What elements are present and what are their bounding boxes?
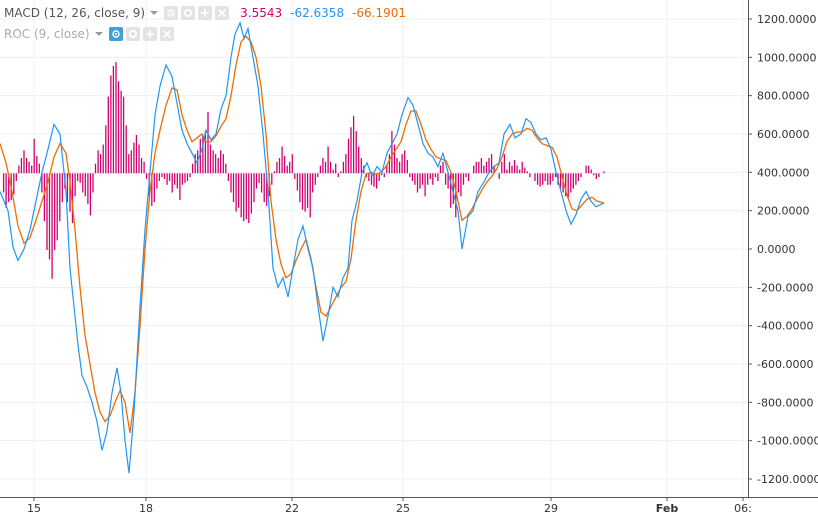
- macd-value: -62.6358: [290, 6, 345, 20]
- y-tick-label: 0.0000: [757, 243, 796, 256]
- y-tick-label: -1200.0000: [757, 473, 818, 486]
- y-tick-label: -800.0000: [757, 396, 813, 409]
- y-tick-label: 200.0000: [757, 205, 810, 218]
- x-tick-label: Feb: [656, 502, 679, 515]
- x-tick-label: 15: [27, 502, 41, 515]
- x-tick-label: 06:: [734, 502, 752, 515]
- roc-label: ROC (9, close): [4, 27, 90, 41]
- x-tick-label: 18: [139, 502, 153, 515]
- x-tick-label: 25: [396, 502, 410, 515]
- y-tick-label: -1000.0000: [757, 435, 818, 448]
- y-tick-label: 1200.0000: [757, 13, 817, 26]
- roc-legend: ROC (9, close): [4, 25, 177, 43]
- grid-lines: [0, 0, 748, 497]
- macd-legend: MACD (12, 26, close, 9) 3.5543 -62.6358 …: [4, 4, 406, 22]
- eye-icon[interactable]: [164, 6, 179, 20]
- y-tick-label: 400.0000: [757, 166, 810, 179]
- y-tick-label: -400.0000: [757, 320, 813, 333]
- chevron-down-icon[interactable]: [94, 32, 103, 36]
- plus-icon[interactable]: [198, 6, 213, 20]
- close-icon[interactable]: [159, 27, 174, 41]
- x-tick-label: 29: [544, 502, 558, 515]
- y-tick-label: -600.0000: [757, 358, 813, 371]
- price-axis[interactable]: 1200.0000 1000.0000 800.0000 600.0000 400.00…: [748, 13, 818, 486]
- y-tick-label: 1000.0000: [757, 51, 817, 64]
- settings-icon[interactable]: [181, 6, 196, 20]
- macd-label: MACD (12, 26, close, 9): [4, 6, 146, 20]
- histogram-value: 3.5543: [240, 6, 283, 20]
- time-axis[interactable]: 15 18 22 25 29 Feb 06:: [27, 497, 752, 515]
- y-tick-label: 600.0000: [757, 128, 810, 141]
- settings-icon[interactable]: [125, 27, 140, 41]
- eye-icon[interactable]: [108, 27, 123, 41]
- y-tick-label: 800.0000: [757, 90, 810, 103]
- close-icon[interactable]: [215, 6, 230, 20]
- x-tick-label: 22: [285, 502, 299, 515]
- macd-line: [0, 20, 605, 474]
- macd-histogram: [0, 62, 605, 279]
- y-tick-label: -200.0000: [757, 281, 813, 294]
- signal-value: -66.1901: [352, 6, 407, 20]
- plus-icon[interactable]: [142, 27, 157, 41]
- chevron-down-icon[interactable]: [150, 11, 159, 15]
